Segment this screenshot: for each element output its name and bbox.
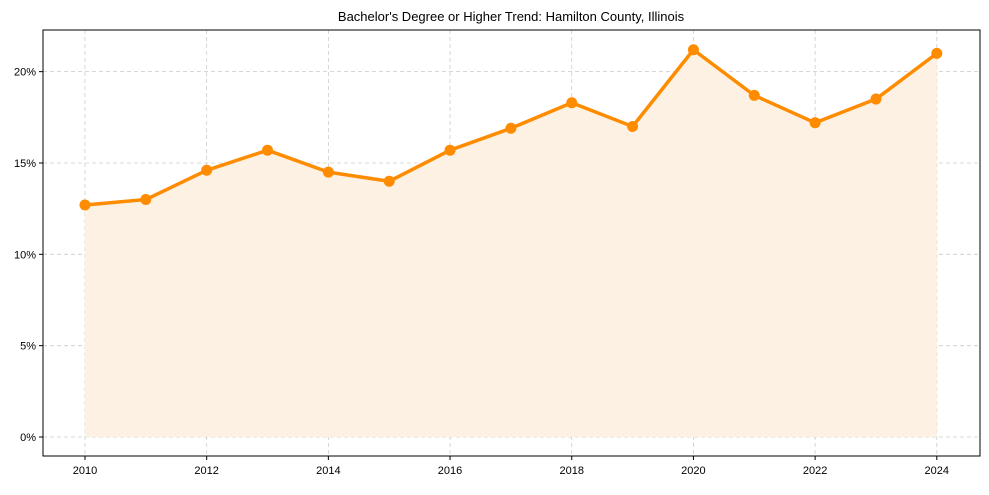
data-point — [809, 117, 821, 129]
x-tick-label: 2010 — [73, 465, 97, 477]
data-point — [931, 47, 943, 59]
y-tick-label: 20% — [14, 67, 36, 79]
x-tick-label: 2024 — [925, 465, 949, 477]
plot-frame — [42, 29, 981, 457]
data-point — [383, 175, 395, 187]
data-point — [627, 120, 639, 132]
data-point — [262, 144, 274, 156]
x-tick-label: 2012 — [194, 465, 218, 477]
y-tick-label: 5% — [20, 341, 36, 353]
data-point — [140, 194, 152, 206]
x-tick-label: 2014 — [316, 465, 340, 477]
x-tick-label: 2022 — [803, 465, 827, 477]
data-point — [79, 199, 91, 211]
chart-title: Bachelor's Degree or Higher Trend: Hamil… — [338, 9, 685, 24]
area-fill — [84, 49, 937, 438]
y-tick-label: 15% — [14, 158, 36, 170]
data-point — [566, 97, 578, 109]
data-point — [322, 166, 334, 178]
data-point — [444, 144, 456, 156]
x-tick-label: 2020 — [681, 465, 705, 477]
y-tick-label: 10% — [14, 249, 36, 261]
y-tick-label: 0% — [20, 432, 36, 444]
data-points — [79, 44, 943, 211]
data-point — [748, 89, 760, 101]
area-fill-path — [84, 49, 937, 438]
data-point — [505, 122, 517, 134]
x-axis: 2010 2012 2014 2016 2018 2020 2022 2024 — [73, 456, 949, 477]
x-tick-label: 2016 — [438, 465, 462, 477]
y-axis: 0% 5% 10% 15% 20% — [14, 67, 43, 444]
data-point — [201, 164, 213, 176]
data-point — [870, 93, 882, 105]
data-point — [687, 44, 699, 56]
x-tick-label: 2018 — [559, 465, 583, 477]
